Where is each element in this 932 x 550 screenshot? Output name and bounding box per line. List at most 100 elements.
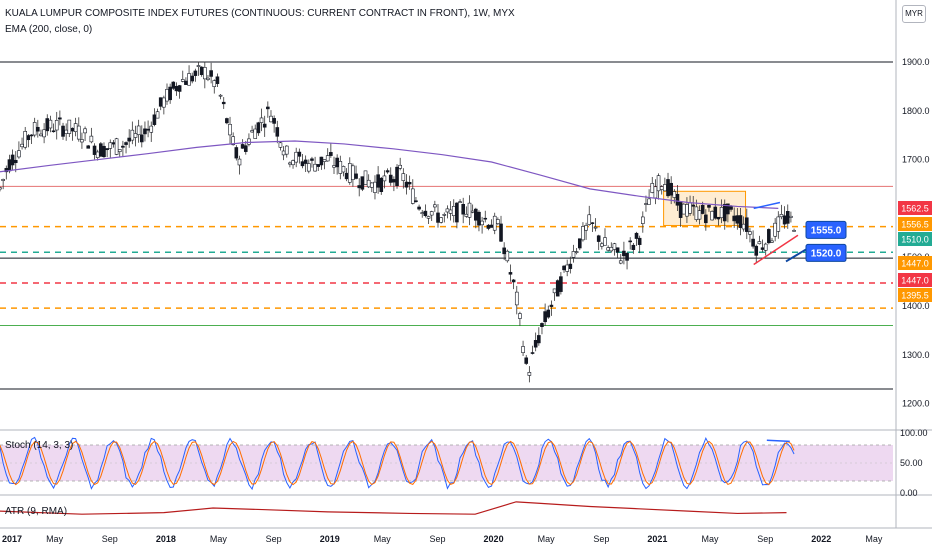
price-callout — [805, 243, 847, 262]
candle-body — [370, 182, 374, 188]
candle-body — [707, 205, 711, 208]
candle-body — [105, 148, 109, 151]
price-tag — [898, 201, 932, 215]
candle-body — [600, 243, 604, 247]
candle-body — [373, 181, 377, 193]
candle-body — [521, 346, 525, 354]
candle-body — [124, 142, 128, 145]
candle-body — [218, 94, 223, 97]
candle-body — [675, 193, 680, 206]
candle-body — [168, 86, 172, 101]
y-tick-label: 1300.0 — [902, 350, 930, 360]
candle-body — [467, 202, 472, 218]
candle-body — [650, 183, 655, 193]
x-tick-label: 2018 — [156, 534, 176, 544]
price-tag-text: 1556.5 — [901, 220, 929, 230]
candle-body — [310, 158, 314, 161]
stoch-tick-label: 0.00 — [900, 488, 918, 498]
candle-body — [42, 129, 46, 138]
ema-line — [0, 140, 779, 209]
atr-legend: ATR (9, RMA) — [5, 506, 68, 517]
candle-body — [603, 237, 607, 246]
candle-body — [779, 214, 784, 218]
price-tag — [898, 273, 932, 287]
candle-body — [622, 250, 626, 257]
candle-body — [659, 186, 664, 190]
candle-body — [700, 204, 705, 214]
x-tick-label: 2020 — [484, 534, 504, 544]
candle-body — [7, 159, 12, 172]
candle-body — [212, 80, 217, 87]
price-tag — [898, 232, 932, 246]
chart-title: KUALA LUMPUR COMPOSITE INDEX FUTURES (CO… — [5, 8, 515, 19]
candle-body — [146, 128, 150, 131]
candle-body — [307, 163, 311, 172]
candle-body — [738, 215, 743, 228]
candle-body — [581, 226, 585, 241]
candle-body — [329, 152, 333, 156]
candle-body — [357, 185, 362, 189]
x-tick-label: Sep — [593, 534, 609, 544]
candle-body — [744, 217, 749, 232]
candle-body — [319, 156, 324, 166]
candle-body — [366, 179, 371, 188]
price-tag-text: 1395.5 — [901, 291, 929, 301]
candle-body — [39, 133, 43, 137]
candle-body — [13, 159, 18, 164]
candle-body — [688, 202, 692, 214]
candle-body — [206, 77, 210, 80]
currency-button[interactable]: MYR — [902, 5, 926, 23]
candle-body — [514, 291, 519, 306]
candle-body — [552, 288, 557, 294]
candle-body — [284, 145, 289, 155]
candle-body — [615, 247, 620, 253]
candle-body — [618, 260, 623, 264]
candle-body — [344, 172, 349, 180]
candle-body — [17, 150, 21, 158]
candle-body — [656, 175, 661, 192]
candle-body — [486, 224, 491, 229]
candle-body — [316, 164, 321, 167]
candle-body — [763, 243, 768, 251]
candle-body — [190, 75, 195, 82]
ema-legend: EMA (200, close, 0) — [5, 24, 93, 35]
candle-body — [240, 144, 245, 149]
candle-body — [666, 179, 670, 197]
candle-body — [180, 79, 185, 82]
candle-body — [114, 138, 119, 155]
candle-body — [767, 229, 771, 244]
candle-body — [426, 216, 431, 219]
candle-body — [382, 175, 387, 182]
candle-body — [641, 216, 645, 224]
candle-body — [625, 252, 629, 261]
candle-body — [20, 143, 24, 148]
candle-body — [505, 250, 510, 262]
candle-body — [322, 159, 327, 162]
candle-body — [663, 184, 667, 192]
candle-body — [171, 81, 176, 89]
candle-body — [262, 123, 267, 128]
candle-body — [259, 117, 264, 123]
candle-body — [139, 134, 144, 143]
atr-line — [0, 501, 787, 515]
candle-body — [455, 202, 459, 223]
candle-body — [83, 128, 87, 134]
candle-body — [67, 119, 72, 134]
candle-body — [121, 145, 125, 148]
candle-body — [70, 127, 75, 132]
candle-body — [474, 208, 478, 221]
candle-body — [458, 201, 462, 203]
candle-body — [480, 220, 484, 226]
candle-body — [410, 188, 415, 204]
candle-body — [442, 214, 447, 216]
stoch-divergence-line — [766, 439, 790, 443]
candle-body — [678, 201, 683, 218]
x-tick-label: 2017 — [2, 534, 22, 544]
candle-body — [423, 210, 428, 217]
candle-body — [335, 157, 339, 168]
candle-body — [433, 204, 437, 208]
candle-body — [672, 191, 677, 198]
candle-body — [559, 276, 563, 292]
candle-body — [89, 135, 94, 143]
